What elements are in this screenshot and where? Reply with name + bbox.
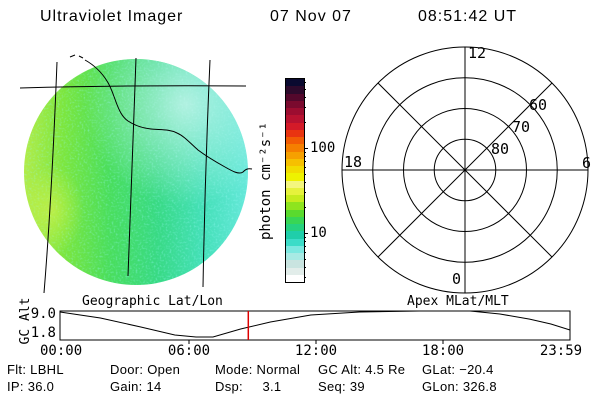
- colorbar: [285, 78, 305, 283]
- timeline-left-title: Geographic Lat/Lon: [82, 294, 223, 309]
- apex-polar-grid: 12 18 6 0 60 70 80: [341, 44, 591, 294]
- colorbar-band: [286, 137, 304, 145]
- status-gain: Gain: 14: [110, 379, 162, 394]
- colorbar-band: [286, 224, 304, 232]
- status-gc-alt: GC Alt: 4.5 Re: [318, 362, 406, 377]
- y-tick-9: 9.0: [30, 306, 56, 322]
- colorbar-tick: [304, 151, 306, 153]
- status-glon: GLon: 326.8: [422, 379, 497, 394]
- colorbar-band: [286, 79, 304, 87]
- lon-gridline-left: [43, 61, 58, 294]
- time-label: 08:51:42 UT: [418, 8, 518, 25]
- lat-gridline: [19, 85, 247, 89]
- colorbar-tick-label-100: 100: [310, 140, 336, 156]
- mlt-label-12: 12: [468, 44, 486, 62]
- colorbar-tick: [304, 251, 306, 253]
- coastline-trace: [69, 54, 253, 174]
- colorbar-band: [286, 173, 304, 181]
- colorbar-band: [286, 274, 304, 282]
- mlat-ring-label-60: 60: [529, 96, 547, 114]
- mlt-label-0: 0: [452, 270, 461, 288]
- mlt-label-6: 6: [582, 154, 591, 172]
- status-ip: IP: 36.0: [7, 379, 55, 394]
- colorbar-band: [286, 129, 304, 137]
- colorbar-tick: [304, 107, 306, 109]
- polar-spoke-diagonal-2: [377, 82, 553, 258]
- instrument-title: Ultraviolet Imager: [40, 8, 184, 25]
- colorbar-tick: [304, 122, 306, 124]
- colorbar-band: [286, 122, 304, 130]
- colorbar-band: [286, 166, 304, 174]
- colorbar-tick: [304, 241, 306, 243]
- status-flt: Flt: LBHL: [7, 362, 64, 377]
- colorbar-band: [286, 267, 304, 275]
- colorbar-ticks: [285, 78, 308, 283]
- colorbar-tick: [304, 161, 306, 163]
- colorbar-tick: [304, 181, 306, 183]
- colorbar-tick: [304, 236, 306, 238]
- status-seq: Seq: 39: [318, 379, 365, 394]
- colorbar-band: [286, 180, 304, 188]
- colorbar-band: [286, 253, 304, 261]
- disk-texture: [24, 59, 248, 285]
- status-dsp: Dsp: 3.1: [215, 379, 282, 394]
- x-tick-label: 06:00: [167, 343, 211, 359]
- status-door: Door: Open: [110, 362, 181, 377]
- gc-alt-plot: [59, 310, 571, 344]
- colorbar-tick: [304, 233, 308, 234]
- colorbar-band: [286, 216, 304, 224]
- status-glat: GLat: −20.4: [422, 362, 494, 377]
- colorbar-band: [286, 260, 304, 268]
- colorbar-tick: [304, 148, 308, 149]
- colorbar-tick: [304, 258, 306, 260]
- timeline-right-title: Apex MLat/MLT: [407, 294, 509, 309]
- colorbar-unit-label: photon cm⁻²s⁻¹: [258, 122, 274, 241]
- status-mode: Mode: Normal: [215, 362, 301, 377]
- x-tick-label: 00:00: [40, 343, 83, 359]
- colorbar-band: [286, 144, 304, 152]
- colorbar-band: [286, 202, 304, 210]
- colorbar-tick: [304, 246, 306, 248]
- colorbar-tick-label-10: 10: [310, 225, 327, 241]
- colorbar-band: [286, 108, 304, 116]
- colorbar-band: [286, 151, 304, 159]
- colorbar-band: [286, 115, 304, 123]
- colorbar-band: [286, 231, 304, 239]
- colorbar-band: [286, 187, 304, 195]
- colorbar-tick: [304, 277, 306, 279]
- gc-alt-plot-frame: [59, 310, 571, 341]
- colorbar-tick: [304, 207, 306, 209]
- colorbar-tick: [304, 192, 306, 194]
- x-tick-label: 23:59: [539, 343, 583, 359]
- colorbar-tick: [304, 156, 306, 158]
- mlat-ring-label-70: 70: [512, 118, 530, 136]
- uv-image-disk: [19, 54, 253, 294]
- orbit-altitude-curve: [59, 310, 571, 338]
- mlat-ring-label-80: 80: [491, 140, 509, 158]
- x-tick-label: 12:00: [294, 343, 338, 359]
- colorbar-tick: [304, 173, 306, 175]
- colorbar-tick: [304, 88, 306, 90]
- colorbar-band: [286, 195, 304, 203]
- mlt-label-18: 18: [344, 153, 362, 171]
- colorbar-band: [286, 238, 304, 246]
- colorbar-band: [286, 158, 304, 166]
- colorbar-band: [286, 209, 304, 217]
- colorbar-band: [286, 86, 304, 94]
- lon-gridline-middle: [127, 57, 137, 277]
- date-label: 07 Nov 07: [270, 8, 352, 25]
- colorbar-band: [286, 100, 304, 108]
- lon-gridline-right: [202, 59, 211, 288]
- colorbar-tick: [304, 81, 306, 83]
- colorbar-tick: [304, 166, 306, 168]
- colorbar-tick: [304, 96, 306, 98]
- colorbar-band: [286, 93, 304, 101]
- colorbar-tick: [304, 266, 306, 268]
- x-tick-label: 18:00: [421, 343, 465, 359]
- colorbar-band: [286, 245, 304, 253]
- y-tick-1-8: 1.8: [30, 325, 56, 341]
